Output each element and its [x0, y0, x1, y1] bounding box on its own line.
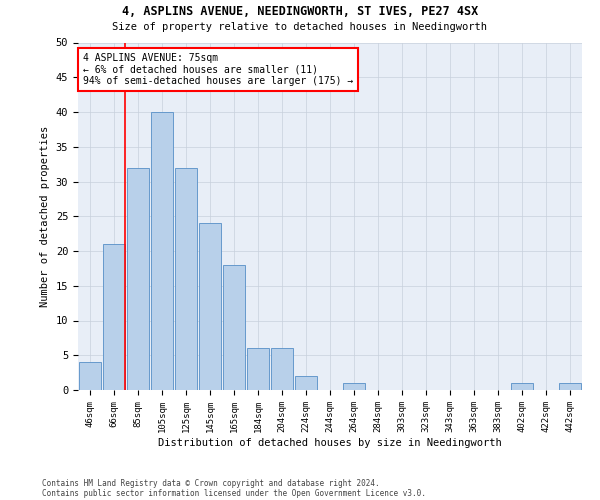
Text: Contains HM Land Registry data © Crown copyright and database right 2024.: Contains HM Land Registry data © Crown c…	[42, 478, 380, 488]
Bar	[223, 265, 245, 390]
Text: 4, ASPLINS AVENUE, NEEDINGWORTH, ST IVES, PE27 4SX: 4, ASPLINS AVENUE, NEEDINGWORTH, ST IVES…	[122, 5, 478, 18]
Bar	[559, 383, 581, 390]
Bar	[103, 244, 125, 390]
Bar	[127, 168, 149, 390]
Bar	[79, 362, 101, 390]
Bar	[343, 383, 365, 390]
X-axis label: Distribution of detached houses by size in Needingworth: Distribution of detached houses by size …	[158, 438, 502, 448]
Text: Contains public sector information licensed under the Open Government Licence v3: Contains public sector information licen…	[42, 488, 426, 498]
Text: 4 ASPLINS AVENUE: 75sqm
← 6% of detached houses are smaller (11)
94% of semi-det: 4 ASPLINS AVENUE: 75sqm ← 6% of detached…	[83, 53, 353, 86]
Bar	[271, 348, 293, 390]
Bar	[295, 376, 317, 390]
Bar	[511, 383, 533, 390]
Y-axis label: Number of detached properties: Number of detached properties	[40, 126, 50, 307]
Bar	[247, 348, 269, 390]
Text: Size of property relative to detached houses in Needingworth: Size of property relative to detached ho…	[113, 22, 487, 32]
Bar	[151, 112, 173, 390]
Bar	[199, 223, 221, 390]
Bar	[175, 168, 197, 390]
